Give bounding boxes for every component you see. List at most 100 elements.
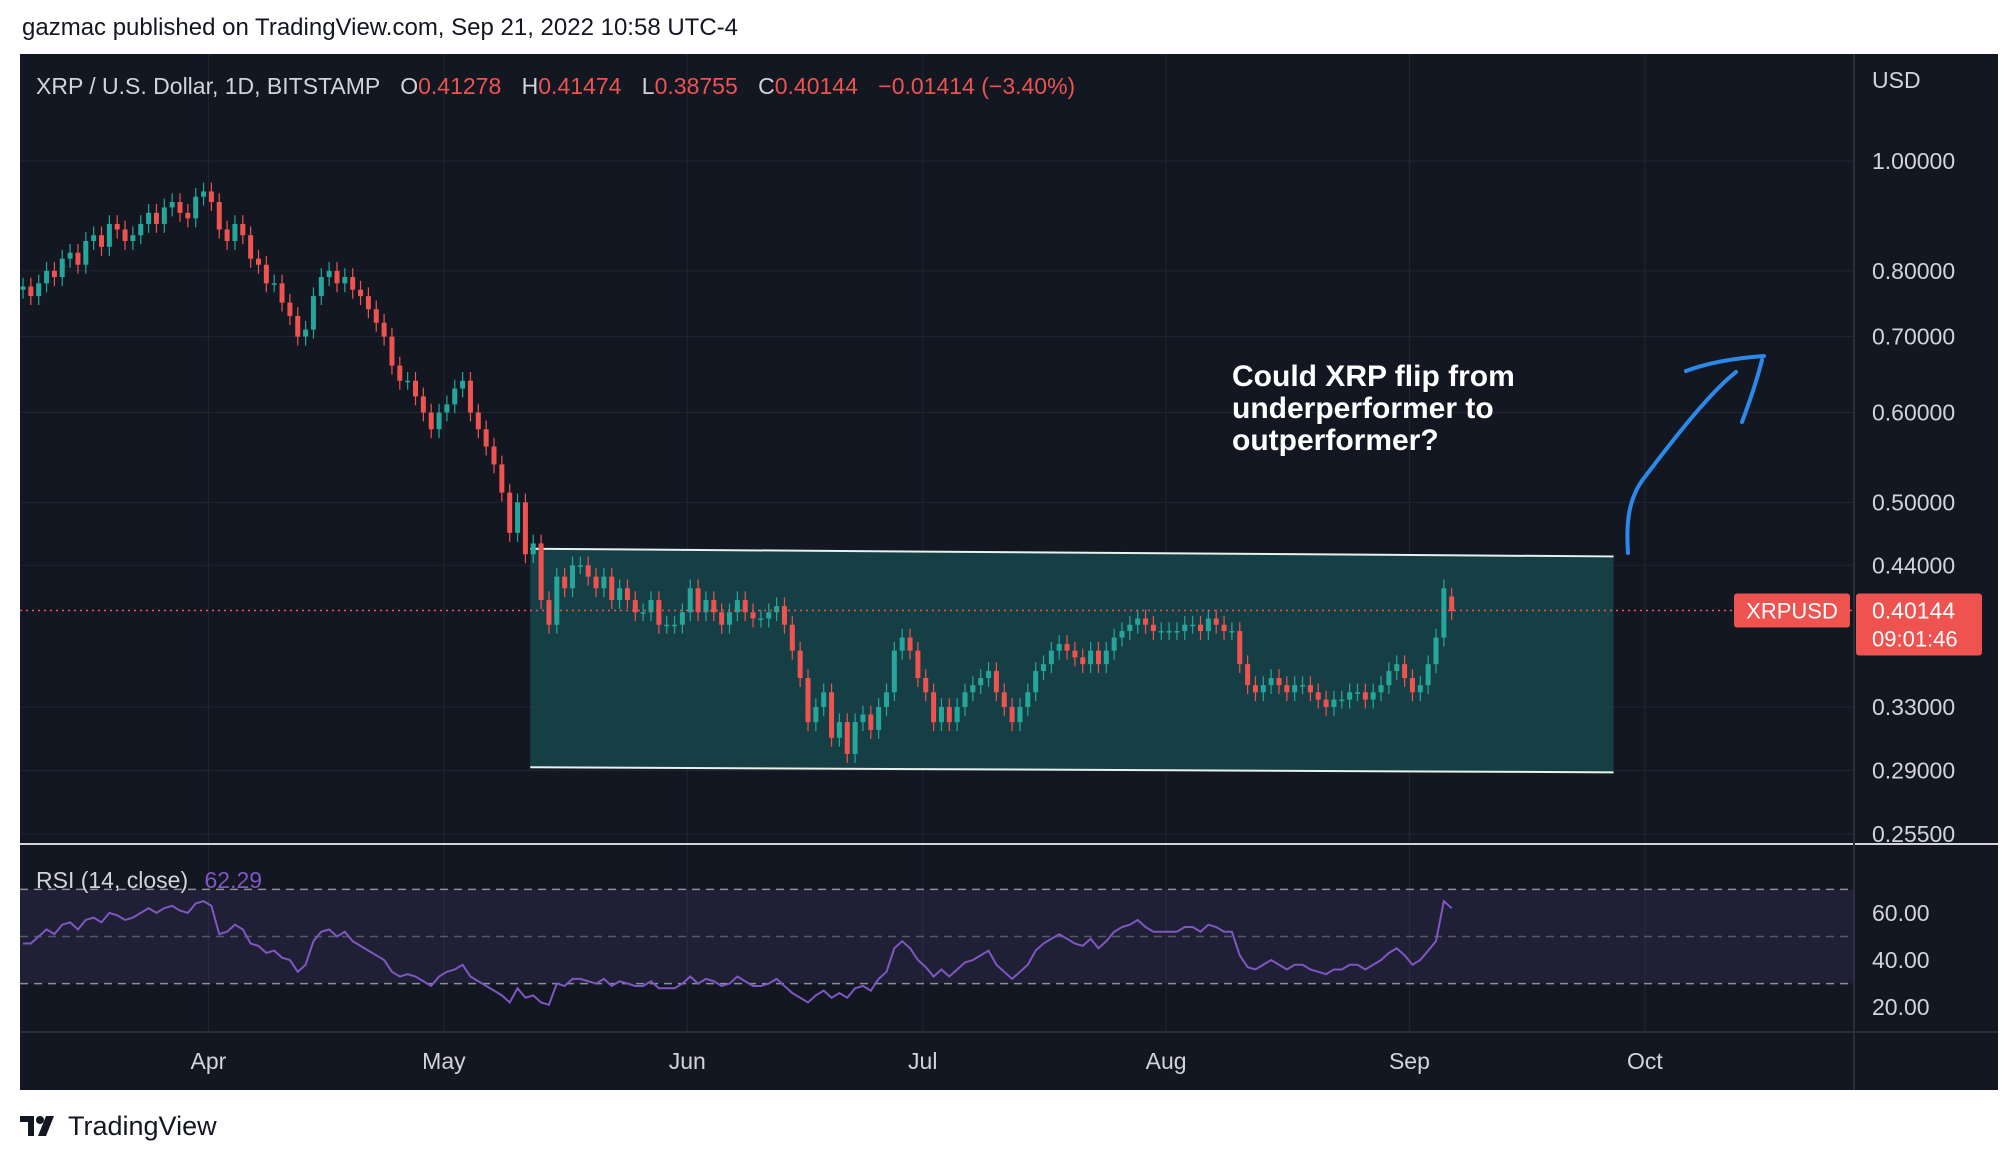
candle-body <box>232 223 238 241</box>
candle-body <box>577 565 583 567</box>
candle-body <box>1229 631 1235 633</box>
rsi-axis-ticks: 60.00 40.00 20.00 <box>1872 900 1930 1020</box>
candle-body <box>1307 685 1313 693</box>
candle-body <box>91 235 97 241</box>
rsi-tick-label: 20.00 <box>1872 994 1930 1020</box>
rsi-tick-label: 60.00 <box>1872 900 1930 926</box>
candle-body <box>1158 631 1164 633</box>
candle-body <box>954 707 960 723</box>
candle-body <box>216 202 222 230</box>
candle-body <box>938 707 944 723</box>
candle-body <box>130 235 136 241</box>
candle-body <box>970 685 976 693</box>
candle-body <box>208 191 214 203</box>
price-tick-label: 0.29000 <box>1872 758 1955 784</box>
candle-body <box>829 692 835 738</box>
candle-body <box>907 637 913 651</box>
time-tick-label: Aug <box>1146 1048 1187 1074</box>
candle-body <box>1064 644 1070 651</box>
annotation-text: Could XRP flip from underperformer to ou… <box>1232 360 1523 457</box>
time-tick-label: Apr <box>191 1048 227 1074</box>
candle-body <box>1245 664 1251 686</box>
candle-body <box>452 388 458 405</box>
candle-body <box>1182 624 1188 632</box>
candle-body <box>1190 624 1196 627</box>
time-axis-ticks: Apr May Jun Jul Aug Sep Oct <box>191 1048 1664 1074</box>
candle-body <box>177 202 183 213</box>
candle-body <box>491 446 497 465</box>
candle-body <box>719 612 725 625</box>
candle-body <box>1143 618 1149 625</box>
candle-body <box>562 576 568 589</box>
candle-body <box>334 270 340 284</box>
candle-body <box>876 707 882 730</box>
candle-body <box>1417 685 1423 693</box>
candle-body <box>1056 644 1062 651</box>
price-tag-value: 0.40144 <box>1872 597 1955 623</box>
candle-body <box>1339 699 1345 702</box>
candle-body <box>169 202 175 208</box>
candle-body <box>1449 596 1455 612</box>
price-axis-ticks: 1.00000 0.80000 0.70000 0.60000 0.50000 0.440… <box>1872 148 1955 847</box>
candlestick-series <box>20 182 1455 763</box>
candle-body <box>515 502 521 533</box>
candle-body <box>342 277 348 284</box>
candle-body <box>1048 650 1054 665</box>
chart-svg[interactable]: 60.00 40.00 20.00 USD 1.00000 0.80000 0.7000… <box>20 54 1998 1090</box>
candle-body <box>310 296 316 330</box>
candle-body <box>672 624 678 627</box>
candle-body <box>318 277 324 297</box>
candle-body <box>781 606 787 625</box>
candle-body <box>326 270 332 278</box>
candle-body <box>153 212 159 224</box>
candle-body <box>664 624 670 627</box>
candle-body <box>1213 618 1219 625</box>
candle-body <box>224 229 230 241</box>
candle-body <box>67 252 73 259</box>
candle-body <box>122 229 128 241</box>
candle-body <box>44 270 50 284</box>
candle-body <box>1198 624 1203 632</box>
price-tick-label: 0.60000 <box>1872 400 1955 426</box>
candle-body <box>640 612 646 614</box>
candle-body <box>1386 671 1392 686</box>
rsi-band-lines <box>20 888 1854 985</box>
candle-body <box>1088 650 1094 665</box>
price-tick-label: 0.80000 <box>1872 258 1955 284</box>
rsi-legend-label: RSI (14, close) <box>36 867 188 893</box>
candle-body <box>766 612 772 619</box>
candle-body <box>1331 699 1337 708</box>
range-channel <box>530 547 1614 774</box>
candle-body <box>1150 624 1156 632</box>
price-tick-label: 0.25500 <box>1872 821 1955 847</box>
candle-body <box>570 565 575 589</box>
candle-body <box>899 637 905 651</box>
candle-body <box>256 258 261 265</box>
candle-body <box>146 212 152 224</box>
candle-body <box>413 380 418 397</box>
candle-body <box>1103 650 1109 665</box>
candle-body <box>789 624 795 651</box>
candle-body <box>931 692 937 723</box>
candle-body <box>1001 692 1007 708</box>
candle-body <box>695 588 701 613</box>
candle-body <box>161 207 167 224</box>
candle-body <box>711 600 717 613</box>
candle-body <box>1402 664 1408 679</box>
candle-body <box>350 277 356 290</box>
candle-body <box>1433 637 1439 665</box>
annotation-line-2: underperformer to <box>1232 392 1494 425</box>
candle-body <box>99 235 104 247</box>
range-top-line <box>530 547 1614 558</box>
symbol-tag-label: XRPUSD <box>1746 598 1838 623</box>
candle-body <box>1135 618 1141 625</box>
candle-body <box>193 196 199 219</box>
candle-body <box>365 296 371 310</box>
candle-body <box>750 612 756 619</box>
legend-close-value: 0.40144 <box>775 73 858 99</box>
range-fill <box>530 548 1614 773</box>
candle-body <box>1284 685 1290 693</box>
candle-body <box>138 223 144 236</box>
candle-body <box>1323 699 1329 708</box>
candle-body <box>106 223 112 247</box>
